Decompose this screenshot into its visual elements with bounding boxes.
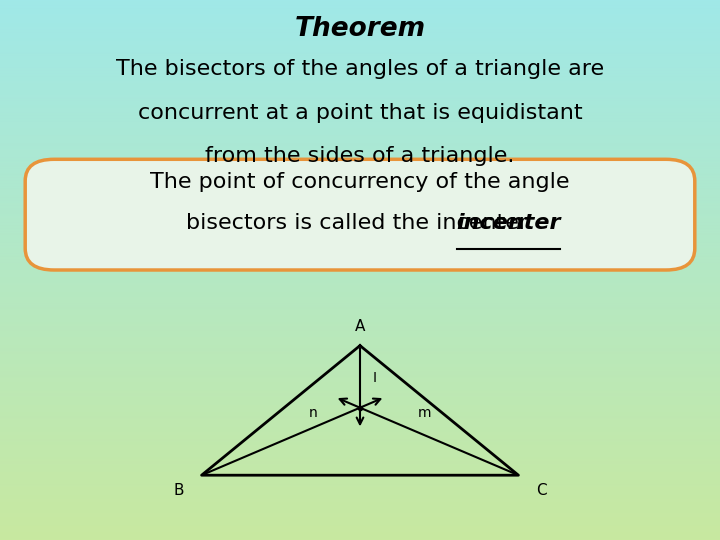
Text: The bisectors of the angles of a triangle are: The bisectors of the angles of a triangl… [116, 59, 604, 79]
Text: B: B [173, 483, 184, 498]
Text: C: C [536, 483, 547, 498]
Text: I: I [373, 371, 377, 385]
Text: concurrent at a point that is equidistant: concurrent at a point that is equidistan… [138, 103, 582, 123]
FancyBboxPatch shape [25, 159, 695, 270]
Text: The point of concurrency of the angle: The point of concurrency of the angle [150, 172, 570, 192]
Text: from the sides of a triangle.: from the sides of a triangle. [205, 146, 515, 166]
Text: A: A [355, 319, 365, 334]
Text: bisectors is called the ​incenter.: bisectors is called the ​incenter. [186, 213, 534, 233]
Text: incenter: incenter [456, 213, 560, 233]
Text: n: n [309, 406, 318, 420]
Text: m: m [418, 406, 431, 420]
Text: Theorem: Theorem [294, 16, 426, 42]
Text: bisectors is called the ​incenter.: bisectors is called the ​incenter. [186, 213, 534, 233]
